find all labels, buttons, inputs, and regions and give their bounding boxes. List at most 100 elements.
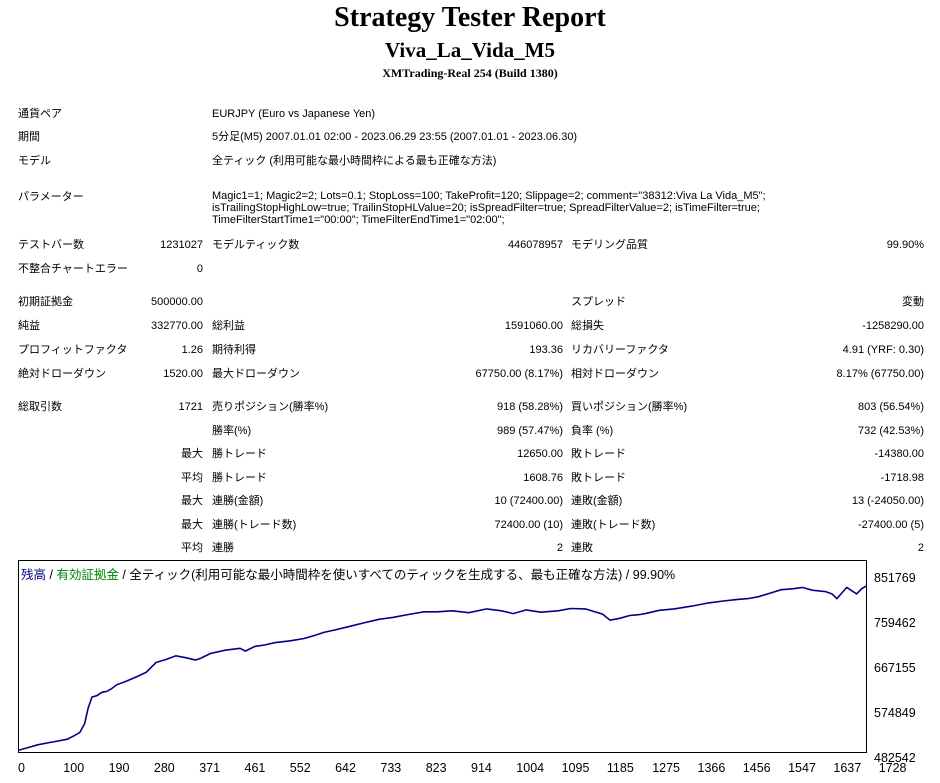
- stat-value: 72400.00 (10): [494, 519, 564, 531]
- parameters-label: パラメーター: [18, 191, 84, 203]
- stat-value: 1520.00: [163, 368, 203, 380]
- stat-label: モデリング品質: [571, 239, 648, 251]
- stat-value: 1.26: [181, 344, 203, 356]
- stat-label: 初期証拠金: [18, 296, 73, 308]
- param-line: TimeFilterStartTime1="00:00"; TimeFilter…: [212, 214, 505, 226]
- symbol-value: EURJPY (Euro vs Japanese Yen): [212, 108, 376, 120]
- stat-value: 803 (56.54%): [857, 401, 924, 413]
- stat-label: 絶対ドローダウン: [18, 368, 106, 380]
- legend-balance: 残高: [21, 568, 47, 582]
- stat-value: -14380.00: [874, 448, 924, 460]
- stat-value: 67750.00 (8.17%): [475, 368, 563, 380]
- stat-label: 連勝: [212, 542, 234, 554]
- y-tick-label: 574849: [874, 706, 916, 720]
- y-tick-label: 851769: [874, 571, 916, 585]
- x-tick-label: 461: [244, 761, 266, 775]
- stat-label: スプレッド: [571, 296, 626, 308]
- stat-label: 連勝(金額): [212, 495, 264, 507]
- stat-label: 総取引数: [18, 401, 62, 413]
- x-tick-label: 100: [63, 761, 85, 775]
- legend-description: / 全ティック(利用可能な最小時間枠を使いすべてのティックを生成する、最も正確な…: [118, 568, 676, 582]
- x-tick-label: 1095: [561, 761, 590, 775]
- model-label: モデル: [18, 155, 51, 167]
- expert-advisor-name: Viva_La_Vida_M5: [385, 38, 555, 62]
- stat-value: 500000.00: [151, 296, 203, 308]
- stat-label: 純益: [18, 320, 40, 332]
- stat-label: 最大ドローダウン: [212, 368, 300, 380]
- stat-value: 最大: [181, 519, 203, 531]
- x-tick-label: 1004: [516, 761, 545, 775]
- stat-value: 4.91 (YRF: 0.30): [842, 344, 924, 356]
- x-tick-label: 733: [380, 761, 402, 775]
- x-tick-label: 371: [199, 761, 221, 775]
- stat-value: 1591060.00: [504, 320, 563, 332]
- x-tick-label: 1728: [878, 761, 907, 775]
- balance-chart: [18, 584, 867, 752]
- stat-value: -1258290.00: [862, 320, 924, 332]
- x-tick-label: 552: [289, 761, 311, 775]
- stat-value: 12650.00: [517, 448, 563, 460]
- stat-label: 負率 (%): [571, 425, 614, 437]
- stat-label: 総利益: [212, 320, 245, 332]
- x-tick-label: 642: [335, 761, 356, 775]
- stat-value: 918 (58.28%): [496, 401, 563, 413]
- stat-value: 最大: [181, 448, 203, 460]
- stat-label: 総損失: [571, 320, 604, 332]
- stat-label: 買いポジション(勝率%): [571, 401, 688, 413]
- stat-label: 連敗(トレード数): [571, 519, 656, 531]
- stat-value: 193.36: [529, 344, 563, 356]
- stat-value: 1231027: [160, 239, 203, 251]
- stat-value: 平均: [181, 472, 203, 484]
- stat-label: 連敗: [571, 542, 593, 554]
- stat-label: リカバリーファクタ: [571, 344, 669, 356]
- stat-label: 勝率(%): [212, 425, 252, 437]
- stat-value: 変動: [902, 296, 924, 308]
- stat-label: テストバー数: [18, 239, 84, 251]
- stat-value: 10 (72400.00): [494, 495, 564, 507]
- x-tick-label: 1637: [833, 761, 862, 775]
- stat-label: 連勝(トレード数): [212, 519, 297, 531]
- symbol-label: 通貨ペア: [18, 108, 62, 120]
- x-tick-label: 1275: [652, 761, 680, 775]
- param-line: isTrailingStopHighLow=true; TrailinStopH…: [212, 202, 760, 214]
- period-value: 5分足(M5) 2007.01.01 02:00 - 2023.06.29 23…: [212, 131, 578, 143]
- stat-value: 332770.00: [151, 320, 203, 332]
- y-tick-label: 482542: [874, 751, 916, 765]
- x-tick-label: 1366: [697, 761, 726, 775]
- stat-label: 不整合チャートエラー: [18, 263, 128, 275]
- stat-value: 989 (57.47%): [496, 425, 563, 437]
- stat-label: 売りポジション(勝率%): [212, 401, 329, 413]
- x-tick-label: 280: [153, 761, 175, 775]
- stat-value: 446078957: [507, 239, 563, 251]
- stat-value: 平均: [181, 542, 203, 554]
- stat-value: -1718.98: [880, 472, 924, 484]
- stat-value: 99.90%: [886, 239, 924, 251]
- stat-value: 最大: [181, 495, 203, 507]
- server-build: XMTrading-Real 254 (Build 1380): [382, 66, 558, 80]
- report-title: Strategy Tester Report: [334, 2, 606, 33]
- stat-value: 8.17% (67750.00): [836, 368, 924, 380]
- stat-label: モデルティック数: [212, 239, 300, 251]
- chart-legend: 残高 / 有効証拠金 / 全ティック(利用可能な最小時間枠を使いすべてのティック…: [21, 564, 675, 583]
- x-tick-label: 823: [425, 761, 447, 775]
- stat-value: 1721: [178, 401, 203, 413]
- stat-value: -27400.00 (5): [857, 519, 924, 531]
- stat-value: 1608.76: [523, 472, 563, 484]
- param-line: Magic1=1; Magic2=2; Lots=0.1; StopLoss=1…: [212, 190, 766, 202]
- x-tick-label: 1547: [788, 761, 816, 775]
- chart-frame: [18, 560, 867, 753]
- stat-value: 2: [556, 542, 563, 554]
- stat-label: 敗トレード: [571, 448, 626, 460]
- y-tick-label: 667155: [874, 661, 916, 675]
- stat-label: 勝トレード: [212, 448, 267, 460]
- stat-label: 敗トレード: [571, 472, 626, 484]
- legend-equity: 有効証拠金: [56, 568, 119, 582]
- parameters-value: Magic1=1; Magic2=2; Lots=0.1; StopLoss=1…: [212, 178, 766, 226]
- x-tick-label: 914: [471, 761, 492, 775]
- period-label: 期間: [18, 131, 40, 143]
- x-tick-label: 0: [18, 761, 25, 775]
- x-tick-label: 1185: [606, 761, 634, 775]
- stat-label: 期待利得: [212, 344, 256, 356]
- stat-label: 相対ドローダウン: [571, 368, 659, 380]
- stat-value: 2: [917, 542, 924, 554]
